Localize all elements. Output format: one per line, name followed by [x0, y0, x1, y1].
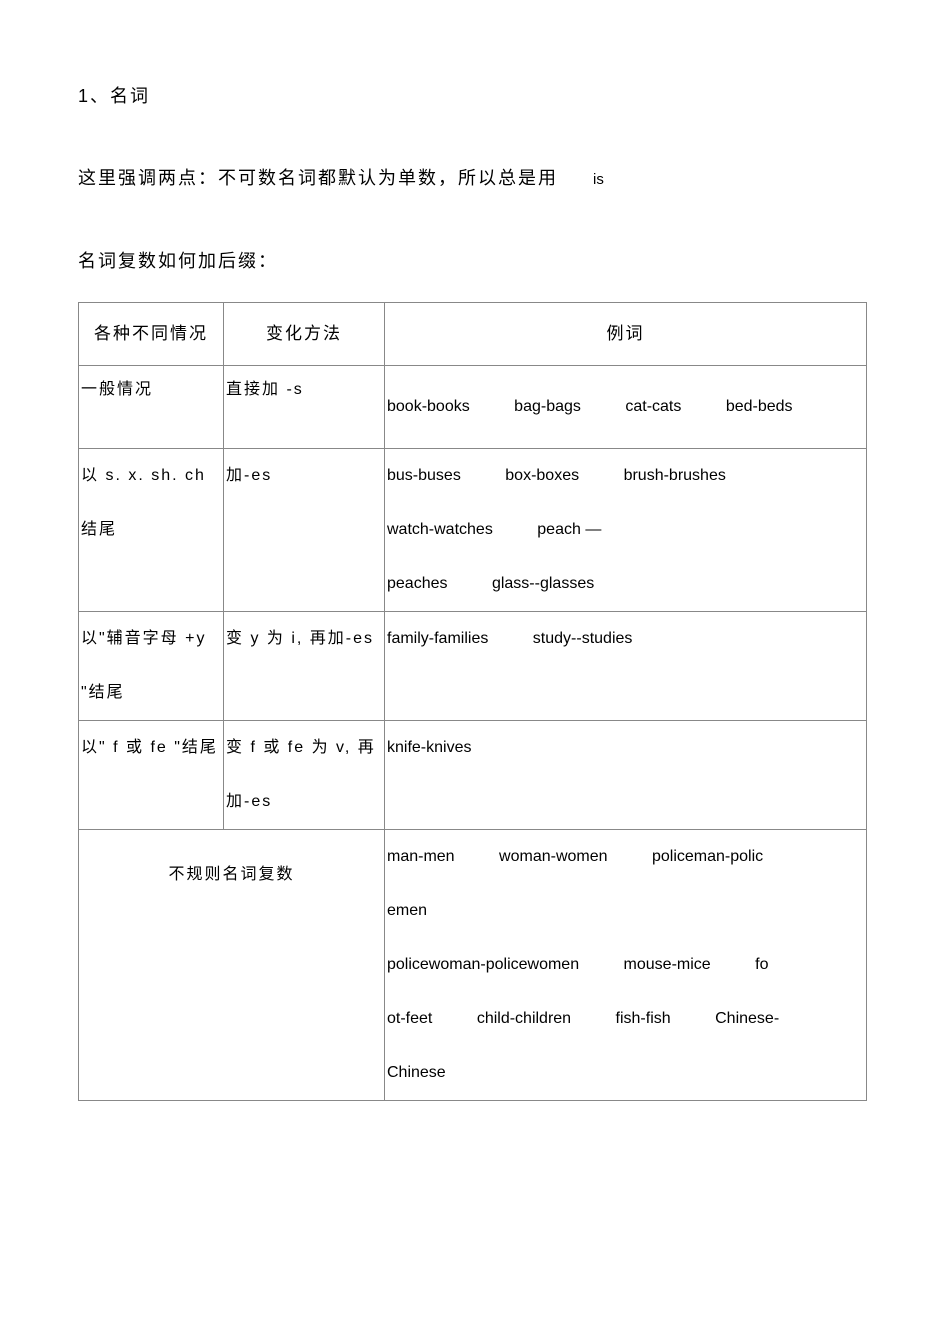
cell-situation: 以" f 或 fe "结尾: [79, 721, 224, 830]
example-item: bag-bags: [514, 380, 581, 434]
cell-method: 变 y 为 i, 再加-es: [224, 612, 385, 721]
example-item-cont: emen: [387, 884, 427, 938]
noun-plural-table: 各种不同情况 变化方法 例词 一般情况 直接加 -s book-books ba…: [78, 302, 867, 1101]
section-heading: 1、名词: [78, 82, 867, 108]
cell-irregular-heading: 不规则名词复数: [79, 830, 385, 1101]
table-row: 以"辅音字母 +y "结尾 变 y 为 i, 再加-es family-fami…: [79, 612, 867, 721]
cell-situation: 一般情况: [79, 366, 224, 449]
cell-examples: man-men woman-women policeman-polic emen…: [385, 830, 867, 1101]
example-item: fish-fish: [616, 992, 671, 1046]
table-row: 以 s. x. sh. ch 结尾 加-es bus-buses box-box…: [79, 449, 867, 612]
paragraph-1: 这里强调两点：不可数名词都默认为单数，所以总是用 is: [78, 166, 867, 191]
example-item: cat-cats: [625, 380, 681, 434]
cell-method: 加-es: [224, 449, 385, 612]
cell-examples: knife-knives: [385, 721, 867, 830]
example-item: man-men: [387, 830, 455, 884]
paragraph-1-is: is: [593, 169, 604, 190]
cell-examples: bus-buses box-boxes brush-brushes watch-…: [385, 449, 867, 612]
document-page: 1、名词 这里强调两点：不可数名词都默认为单数，所以总是用 is 名词复数如何加…: [0, 0, 945, 1101]
example-item: book-books: [387, 380, 470, 434]
header-cell-situation: 各种不同情况: [79, 303, 224, 366]
example-item: Chinese-: [715, 992, 779, 1046]
header-cell-method: 变化方法: [224, 303, 385, 366]
example-item: peaches: [387, 557, 448, 611]
example-item: fo: [755, 938, 768, 992]
example-item: family-families: [387, 612, 488, 666]
cell-examples: book-books bag-bags cat-cats bed-beds: [385, 366, 867, 449]
cell-method: 变 f 或 fe 为 v, 再加-es: [224, 721, 385, 830]
header-cell-examples: 例词: [385, 303, 867, 366]
example-item: woman-women: [499, 830, 607, 884]
cell-situation: 以"辅音字母 +y "结尾: [79, 612, 224, 721]
example-item: peach —: [537, 503, 601, 557]
example-item: child-children: [477, 992, 571, 1046]
example-item: watch-watches: [387, 503, 493, 557]
cell-method: 直接加 -s: [224, 366, 385, 449]
table-row: 一般情况 直接加 -s book-books bag-bags cat-cats…: [79, 366, 867, 449]
example-item: mouse-mice: [624, 938, 711, 992]
example-item: box-boxes: [505, 449, 579, 503]
paragraph-1-text: 这里强调两点：不可数名词都默认为单数，所以总是用: [78, 168, 558, 188]
table-row: 以" f 或 fe "结尾 变 f 或 fe 为 v, 再加-es knife-…: [79, 721, 867, 830]
cell-examples: family-families study--studies: [385, 612, 867, 721]
example-item: study--studies: [533, 612, 633, 666]
example-item: policewoman-policewomen: [387, 938, 579, 992]
example-item: policeman-polic: [652, 830, 763, 884]
table-header-row: 各种不同情况 变化方法 例词: [79, 303, 867, 366]
example-item: glass--glasses: [492, 557, 594, 611]
paragraph-2: 名词复数如何加后缀：: [78, 249, 867, 274]
example-item: bus-buses: [387, 449, 461, 503]
table-row: 不规则名词复数 man-men woman-women policeman-po…: [79, 830, 867, 1101]
example-item: brush-brushes: [624, 449, 726, 503]
example-item: bed-beds: [726, 380, 793, 434]
example-item-cont: ot-feet: [387, 992, 432, 1046]
example-item-cont: Chinese: [387, 1046, 446, 1100]
cell-situation: 以 s. x. sh. ch 结尾: [79, 449, 224, 612]
example-item: knife-knives: [387, 721, 471, 775]
